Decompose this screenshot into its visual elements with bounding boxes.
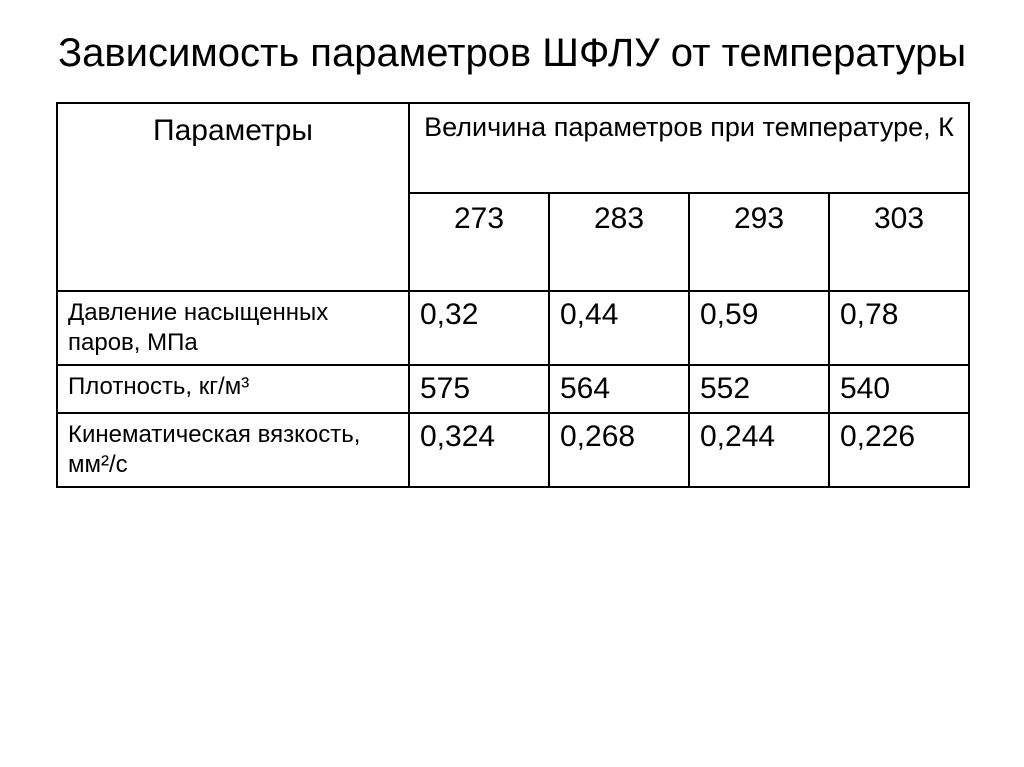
col-header-temp-0: 273 xyxy=(409,193,549,291)
col-header-temp-3: 303 xyxy=(829,193,969,291)
table-row: Плотность, кг/м³ 575 564 552 540 xyxy=(57,365,969,413)
col-header-group: Величина параметров при температуре, К xyxy=(409,103,969,193)
row-label: Давление насыщенных паров, МПа xyxy=(57,291,409,365)
table-row: Давление насыщенных паров, МПа 0,32 0,44… xyxy=(57,291,969,365)
row-value: 0,268 xyxy=(549,413,689,487)
row-value: 575 xyxy=(409,365,549,413)
row-value: 540 xyxy=(829,365,969,413)
slide-page: Зависимость параметров ШФЛУ от температу… xyxy=(0,0,1024,767)
row-value: 552 xyxy=(689,365,829,413)
table-header-row-1: Параметры Величина параметров при темпер… xyxy=(57,103,969,193)
parameters-table: Параметры Величина параметров при темпер… xyxy=(56,102,970,488)
table-container: Параметры Величина параметров при темпер… xyxy=(56,102,968,488)
row-label: Плотность, кг/м³ xyxy=(57,365,409,413)
row-value: 0,32 xyxy=(409,291,549,365)
row-value: 0,324 xyxy=(409,413,549,487)
row-value: 0,78 xyxy=(829,291,969,365)
col-header-parameters: Параметры xyxy=(57,103,409,291)
row-value: 564 xyxy=(549,365,689,413)
row-value: 0,244 xyxy=(689,413,829,487)
row-value: 0,226 xyxy=(829,413,969,487)
col-header-temp-1: 283 xyxy=(549,193,689,291)
page-title: Зависимость параметров ШФЛУ от температу… xyxy=(40,28,984,78)
col-header-temp-2: 293 xyxy=(689,193,829,291)
table-row: Кинематическая вязкость, мм²/с 0,324 0,2… xyxy=(57,413,969,487)
row-label: Кинематическая вязкость, мм²/с xyxy=(57,413,409,487)
row-value: 0,59 xyxy=(689,291,829,365)
row-value: 0,44 xyxy=(549,291,689,365)
